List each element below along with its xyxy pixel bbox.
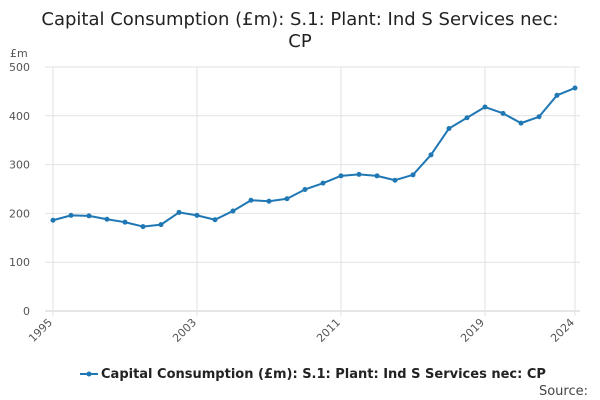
data-point-2012 <box>356 171 362 177</box>
chart-title-line-1: Capital Consumption (£m): S.1: Plant: In… <box>41 9 558 30</box>
data-point-2021 <box>518 120 524 126</box>
data-point-2003 <box>194 212 200 218</box>
y-tick-label: 400 <box>9 110 30 123</box>
y-unit-label: £m <box>10 47 28 60</box>
x-tick-label: 1995 <box>26 316 55 345</box>
legend-swatch-marker <box>86 371 92 377</box>
y-tick-label: 100 <box>9 256 30 269</box>
y-tick-label: 0 <box>23 305 30 318</box>
data-point-2006 <box>248 197 254 203</box>
x-tick-label: 2024 <box>548 316 577 345</box>
data-point-2022 <box>536 114 542 120</box>
chart-title-line-2: CP <box>288 31 312 52</box>
x-tick-label: 2003 <box>170 316 199 345</box>
x-tick-label: 2011 <box>314 316 343 345</box>
legend: Capital Consumption (£m): S.1: Plant: In… <box>80 367 546 382</box>
data-point-1998 <box>104 216 110 222</box>
data-point-2005 <box>230 208 236 214</box>
data-point-2004 <box>212 217 218 223</box>
source-label: Source: <box>539 384 588 399</box>
data-point-2010 <box>320 180 326 186</box>
y-tick-label: 200 <box>9 207 30 220</box>
data-point-2008 <box>284 196 290 202</box>
data-point-1996 <box>68 212 74 218</box>
y-axis-ticks: 0 100 200 300 400 500 <box>9 61 30 318</box>
data-point-2007 <box>266 198 272 204</box>
data-point-2015 <box>410 172 416 178</box>
data-point-2000 <box>140 224 146 230</box>
data-point-2011 <box>338 173 344 179</box>
gridlines <box>45 66 580 316</box>
data-point-2024 <box>572 85 578 91</box>
series-layer <box>50 85 578 230</box>
data-point-2002 <box>176 209 182 215</box>
data-point-2009 <box>302 186 308 192</box>
y-tick-label: 500 <box>9 61 30 74</box>
data-point-2018 <box>464 115 470 121</box>
series-line <box>52 87 576 228</box>
y-tick-label: 300 <box>9 159 30 172</box>
data-point-2013 <box>374 173 380 179</box>
x-tick-label: 2019 <box>458 316 487 345</box>
data-point-2020 <box>500 110 506 116</box>
data-point-2016 <box>428 152 434 158</box>
x-axis-ticks: 1995 2003 2011 2019 2024 <box>26 316 577 345</box>
data-point-2014 <box>392 177 398 183</box>
data-point-1997 <box>86 213 92 219</box>
data-point-2001 <box>158 222 164 228</box>
data-point-2017 <box>446 125 452 131</box>
data-point-2019 <box>482 104 488 110</box>
data-point-1999 <box>122 219 128 225</box>
data-point-2023 <box>554 92 560 98</box>
data-point-1995 <box>50 217 56 223</box>
legend-label: Capital Consumption (£m): S.1: Plant: In… <box>101 367 546 382</box>
